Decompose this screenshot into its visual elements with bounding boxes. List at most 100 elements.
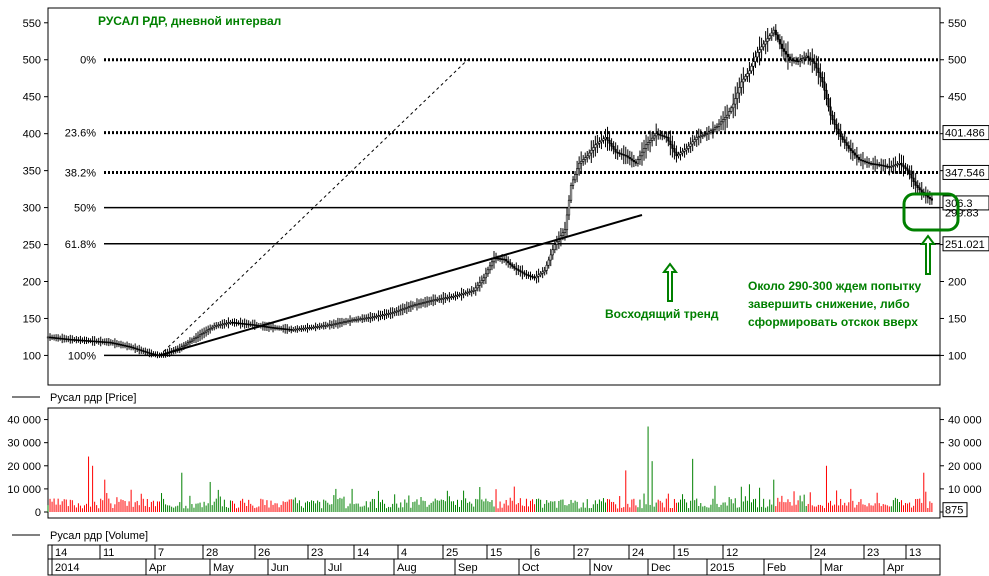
candle-body [306, 327, 309, 330]
candle-body [229, 321, 232, 324]
candle-body [533, 276, 536, 279]
candle-body [61, 337, 64, 340]
volume-y-axis-left: 0 10 000 20 000 30 000 40 000 [7, 415, 48, 519]
candle-body [383, 314, 386, 316]
candle-body [361, 318, 364, 320]
candle-body [190, 339, 194, 342]
candle-body [501, 258, 504, 261]
uptrend-line [159, 214, 643, 357]
candle-body [320, 325, 323, 328]
price-y-axis-left: 100 150 200 250 300 350 400 450 500 550 [23, 18, 48, 362]
candle-body [663, 135, 666, 138]
candle-body [488, 265, 492, 271]
candle-body [655, 133, 658, 137]
candle-body [446, 297, 449, 299]
candle-body [517, 269, 520, 271]
candle-body [249, 323, 252, 326]
candle-body [636, 159, 640, 164]
candle-body [699, 135, 702, 138]
candle-body [523, 272, 526, 275]
candle-body [888, 166, 891, 168]
candle-body [833, 119, 836, 125]
candle-body [665, 136, 668, 138]
candle-body [387, 313, 390, 315]
candle-body [567, 199, 571, 216]
time-axis-months: 2014 Apr May Jun Jul Aug Sep Oct Nov Dec 2015 Feb Ma… [51, 559, 904, 575]
candle-body [882, 164, 885, 167]
candle-body [914, 181, 917, 186]
candle-body [476, 285, 479, 289]
badge-fib-1: 401.486 [945, 128, 985, 140]
volume-series-caption: Русал рдр [Volume] [50, 530, 148, 542]
candle-body [505, 259, 508, 262]
candle-body [192, 338, 196, 341]
vol-tick-label-right-4: 40 000 [948, 415, 982, 427]
candle-body [448, 296, 451, 299]
candle-body [235, 322, 238, 324]
candle-body [375, 315, 378, 318]
candle-body [355, 319, 358, 321]
candle-body [357, 318, 360, 321]
day-label-10: 6 [534, 547, 540, 559]
candle-body [444, 297, 447, 300]
candle-body [373, 316, 376, 318]
candle-body [910, 174, 913, 179]
candle-body [659, 134, 662, 136]
candle-body [138, 348, 141, 351]
candle-body [482, 277, 485, 281]
day-label-3: 28 [206, 547, 218, 559]
day-label-5: 23 [311, 547, 323, 559]
candle-body [308, 327, 311, 329]
candle-body [878, 164, 881, 166]
month-label-10: 2015 [710, 562, 734, 574]
candle-body [547, 259, 550, 266]
candle-body [646, 142, 650, 146]
candle-body [379, 314, 382, 317]
candle-body [290, 329, 293, 331]
candle-body [726, 114, 729, 118]
candle-body [539, 273, 542, 276]
candle-body [590, 149, 593, 154]
candle-body [119, 344, 123, 346]
candle-body [150, 352, 153, 355]
candle-body [896, 163, 899, 166]
candle-body [399, 309, 402, 311]
badge-last-price-box [942, 195, 989, 211]
candle-body [705, 133, 708, 135]
candle-body [421, 302, 425, 304]
month-label-5: Aug [397, 562, 417, 574]
candle-body [859, 159, 863, 161]
candle-body [632, 159, 635, 163]
candle-body [622, 154, 625, 156]
day-label-1: 11 [103, 547, 114, 559]
candle-body [685, 148, 688, 151]
candle-body [930, 198, 933, 201]
candle-body [217, 324, 220, 327]
candle-body [849, 148, 852, 151]
candle-body [794, 60, 798, 62]
candle-body [381, 314, 384, 317]
candle-body [831, 114, 834, 121]
candle-body [213, 325, 216, 328]
volume-panel [47, 407, 941, 519]
candle-body [679, 152, 682, 155]
candle-body [59, 337, 62, 340]
candle-body [829, 106, 832, 116]
candle-body [282, 328, 285, 330]
candle-body [594, 144, 597, 148]
candle-body [219, 324, 222, 326]
candle-body [669, 140, 672, 146]
candle-body [677, 154, 680, 157]
day-label-0: 14 [55, 547, 67, 559]
day-label-4: 26 [258, 547, 270, 559]
month-label-6: Sep [458, 562, 478, 574]
candle-body [576, 168, 579, 175]
fib-level-label-2: 38.2% [65, 167, 96, 179]
candle-body [125, 345, 129, 347]
candle-body [428, 300, 431, 303]
candle-body [841, 136, 844, 140]
candle-body [314, 326, 317, 329]
candle-body [103, 341, 106, 343]
candle-body [318, 325, 321, 328]
candle-body [136, 348, 139, 350]
